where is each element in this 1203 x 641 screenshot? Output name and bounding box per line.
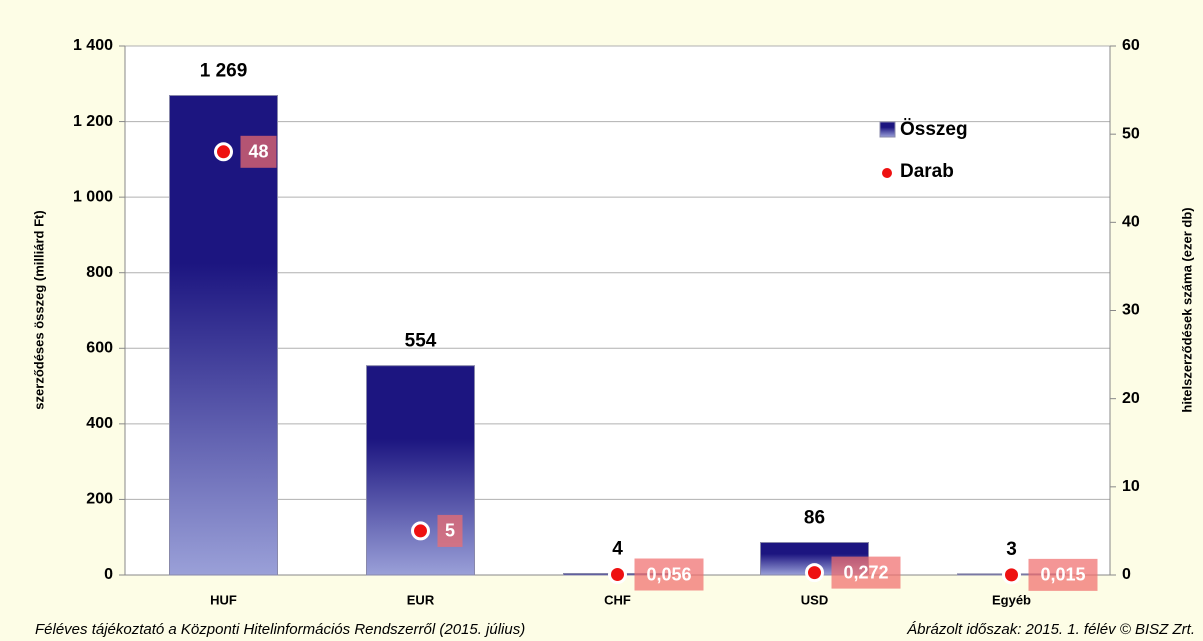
footer-left: Féléves tájékoztató a Központi Hitelinfo… (35, 621, 525, 638)
y2-tick-label: 30 (1122, 302, 1140, 319)
y-tick-label: 600 (86, 340, 113, 357)
y2-tick-label: 50 (1122, 125, 1140, 142)
y2-tick-label: 0 (1122, 566, 1131, 583)
legend-swatch (879, 121, 896, 138)
y-tick-label: 400 (86, 415, 113, 432)
y2-tick-label: 10 (1122, 478, 1140, 495)
dot-value-label: 0,015 (1040, 565, 1085, 585)
bar (169, 94, 278, 576)
bar-value-label: 1 269 (200, 61, 248, 82)
dot-value-label: 5 (445, 521, 455, 541)
x-tick-label: Egyéb (992, 592, 1031, 607)
x-tick-label: USD (801, 592, 828, 607)
dot-value-label: 0,272 (843, 562, 888, 582)
x-tick-label: EUR (407, 592, 435, 607)
dot-value-label: 48 (248, 142, 268, 162)
x-tick-label: CHF (604, 592, 631, 607)
dot (411, 521, 430, 541)
legend-label: Darab (900, 161, 954, 182)
legend-label: Összeg (900, 119, 968, 140)
dot-value-label: 0,056 (646, 564, 691, 584)
footer-right: Ábrázolt időszak: 2015. 1. félév © BISZ … (906, 621, 1195, 638)
y-tick-label: 1 400 (73, 37, 113, 54)
dot (1002, 565, 1021, 585)
dot (805, 563, 824, 583)
y2-tick-label: 40 (1122, 214, 1140, 231)
bar-value-label: 554 (405, 331, 437, 352)
y-axis-title: szerződéses összeg (milliárd Ft) (31, 210, 46, 409)
legend-dot (882, 168, 892, 178)
dot-label-box (634, 558, 704, 591)
y2-tick-label: 20 (1122, 390, 1140, 407)
dot-label-box (240, 135, 277, 168)
y-tick-label: 1 000 (73, 188, 113, 205)
plot-area (125, 46, 1110, 575)
y-tick-label: 200 (86, 491, 113, 508)
y-tick-label: 0 (104, 566, 113, 583)
dot (214, 142, 233, 162)
y2-axis-title: hitelszerződések száma (ezer db) (1179, 207, 1194, 412)
dot-label-box (437, 514, 463, 547)
x-tick-label: HUF (210, 592, 237, 607)
dot (608, 565, 627, 585)
dot-label-box (831, 556, 901, 589)
dot-label-box (1028, 558, 1098, 591)
bar-value-label: 86 (804, 508, 825, 529)
y-tick-label: 1 200 (73, 113, 113, 130)
bar-value-label: 4 (612, 539, 623, 560)
bar-value-label: 3 (1006, 539, 1017, 560)
y2-tick-label: 60 (1122, 37, 1140, 54)
y-tick-label: 800 (86, 264, 113, 281)
